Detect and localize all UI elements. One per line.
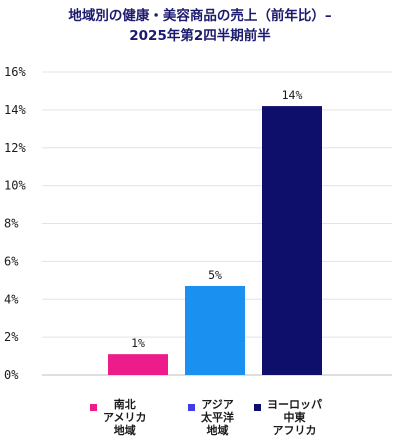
bars — [108, 106, 322, 376]
legend-label: アジア 太平洋 地域 — [201, 398, 234, 437]
legend-swatch — [254, 404, 261, 411]
data-label: 14% — [282, 88, 303, 102]
y-tick-label: 12% — [4, 141, 26, 155]
legend-item: 南北 アメリカ 地域 — [90, 398, 146, 437]
y-tick-label: 10% — [4, 179, 26, 193]
bar — [185, 285, 245, 375]
chart-legend: 南北 アメリカ 地域 アジア 太平洋 地域 ヨーロッパ 中東 アフリカ — [90, 398, 390, 442]
gridlines — [42, 71, 392, 376]
chart-title: 地域別の健康・美容商品の売上（前年比）– 2025年第2四半期前半 — [0, 6, 400, 46]
data-label: 5% — [208, 268, 222, 282]
y-tick-label: 0% — [4, 368, 19, 382]
y-tick-label: 8% — [4, 217, 19, 231]
legend-label: ヨーロッパ 中東 アフリカ — [267, 398, 322, 437]
legend-item: ヨーロッパ 中東 アフリカ — [254, 398, 322, 437]
legend-swatch — [90, 404, 97, 411]
y-tick-label: 14% — [4, 103, 26, 117]
y-axis-ticks: 0% 2% 4% 6% 8% 10% 12% 14% 16% — [4, 65, 26, 382]
bar — [108, 354, 168, 375]
chart-title-line-2: 2025年第2四半期前半 — [129, 28, 271, 44]
bar — [262, 106, 322, 376]
legend-swatch — [188, 404, 195, 411]
data-label: 1% — [131, 336, 145, 350]
data-labels: 1% 5% 14% — [131, 88, 302, 350]
chart-title-line-1: 地域別の健康・美容商品の売上（前年比）– — [68, 8, 332, 24]
y-tick-label: 16% — [4, 65, 26, 79]
legend-item: アジア 太平洋 地域 — [188, 398, 234, 437]
legend-label: 南北 アメリカ 地域 — [103, 398, 147, 437]
y-tick-label: 4% — [4, 292, 19, 306]
y-tick-label: 6% — [4, 254, 19, 268]
y-tick-label: 2% — [4, 330, 19, 344]
